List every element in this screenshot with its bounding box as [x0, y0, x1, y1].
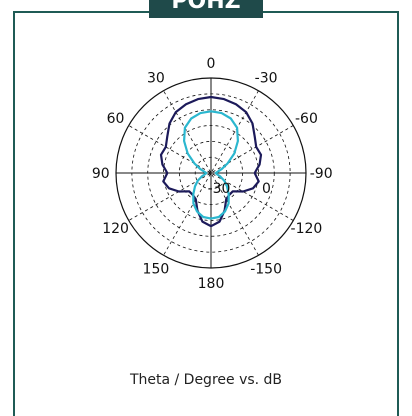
polar-curves: [159, 95, 263, 228]
chart-caption: Theta / Degree vs. dB: [129, 372, 283, 388]
angle-label-150: -150: [250, 261, 282, 277]
spoke-150: [163, 90, 259, 256]
angle-label-30: -30: [255, 71, 278, 87]
chart-title-tab: POHZ: [149, 0, 263, 18]
angle-label-210: 150: [143, 261, 170, 277]
angle-label-90: -90: [310, 166, 333, 182]
polar-grid: [115, 77, 307, 269]
radial-label-1: 0: [262, 181, 271, 197]
radial-label-2: -30: [208, 181, 231, 197]
spoke-30: [163, 90, 259, 256]
angle-label-120: -120: [291, 221, 323, 237]
angle-label-330: 30: [147, 71, 165, 87]
chart-title: POHZ: [171, 0, 241, 14]
spoke-60: [128, 125, 294, 221]
angle-label-240: 120: [102, 221, 129, 237]
spoke-120: [128, 125, 294, 221]
angle-label-300: 60: [107, 111, 125, 127]
angle-label-60: -60: [295, 111, 318, 127]
angle-label-270: 90: [92, 166, 110, 182]
angle-label-180: 180: [198, 276, 225, 292]
angle-label-0: 0: [207, 56, 216, 72]
polar-labels: 0 -30 -60 -90 -120 -150 180 150 120 90 60 30 0 -30: [92, 56, 333, 292]
series-2-line: [183, 110, 239, 220]
series-1-line: [159, 95, 263, 228]
